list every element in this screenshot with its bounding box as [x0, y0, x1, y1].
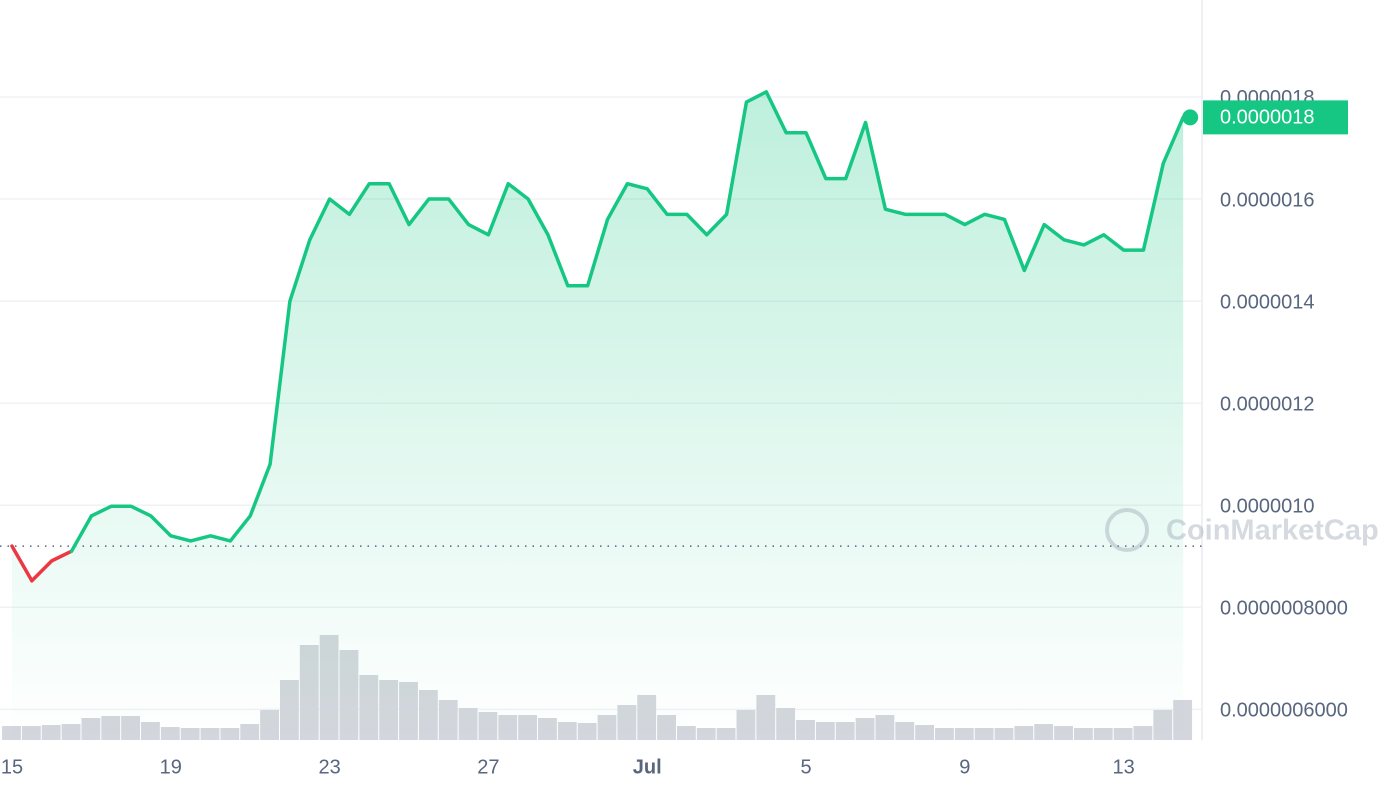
y-tick-label: 0.0000014 [1220, 291, 1315, 313]
price-tag-label: 0.0000018 [1220, 107, 1315, 129]
x-tick-label: 19 [160, 756, 182, 778]
line-connector [69, 514, 94, 553]
last-point [1182, 109, 1199, 126]
price-line [89, 90, 1185, 543]
line-connector [10, 544, 34, 583]
price-line [30, 549, 74, 583]
x-tick-label: 13 [1112, 756, 1134, 778]
x-tick-label: Jul [633, 756, 662, 778]
x-tick-label: 27 [477, 756, 499, 778]
watermark-text: CoinMarketCap [1166, 515, 1379, 547]
y-tick-label: 0.0000016 [1220, 189, 1315, 211]
x-tick-label: 15 [1, 756, 23, 778]
y-tick-label: 0.0000006000 [1220, 700, 1348, 722]
watermark-group: CoinMarketCap [1105, 508, 1379, 552]
y-tick-label: 0.0000012 [1220, 393, 1315, 415]
x-tick-label: 9 [959, 756, 970, 778]
y-tick-label: 0.0000010 [1220, 496, 1315, 518]
x-tick-label: 5 [800, 756, 811, 778]
watermark-logo [1105, 508, 1149, 552]
price-area [12, 91, 1184, 741]
x-tick-label: 23 [318, 756, 340, 778]
y-tick-label: 0.0000008000 [1220, 598, 1348, 620]
price-tag [1203, 100, 1348, 135]
